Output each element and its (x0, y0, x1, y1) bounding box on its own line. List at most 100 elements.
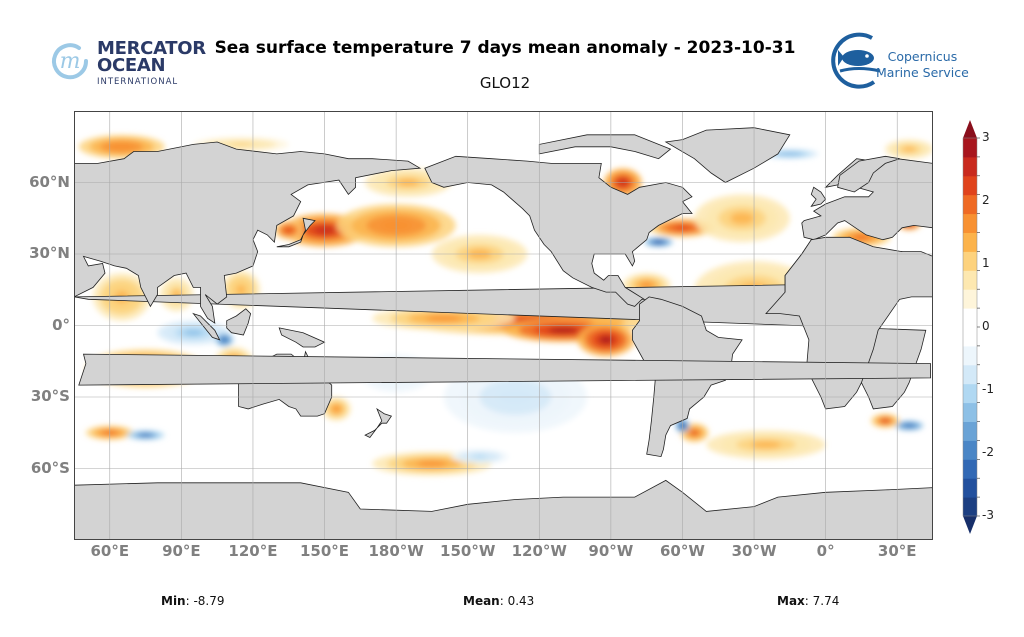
colorbar-segment (963, 175, 977, 196)
anomaly-patch-indian-east-cool (184, 329, 203, 336)
logo-text-ocean: OCEAN (97, 55, 166, 76)
stat-max-value: : 7.74 (804, 594, 840, 608)
mercator-ocean-logo: m MERCATOR OCEAN INTERNATIONAL (48, 38, 206, 87)
colorbar-tick-label: -2 (982, 445, 994, 459)
colorbar-segment (963, 459, 977, 479)
stat-mean: Mean: 0.43 (463, 594, 534, 608)
logo-text-marine-service: Marine Service (876, 65, 969, 80)
land-nz (364, 407, 393, 439)
chart-subtitle: GLO12 (479, 74, 531, 92)
lat-tick-label: 60°S (30, 458, 70, 477)
lon-tick-label: 180°W (368, 542, 424, 560)
colorbar-segment (963, 138, 977, 158)
anomaly-patch-agulhas-warm (881, 419, 889, 423)
lon-tick-label: 150°E (300, 542, 350, 560)
anomaly-patch-acc-cool-1 (140, 433, 151, 437)
graticule (74, 111, 933, 540)
colorbar-segment (963, 270, 977, 290)
map-frame (74, 111, 933, 540)
copernicus-logo (830, 30, 990, 90)
anomaly-patch-mediterranean (854, 234, 869, 240)
lon-tick-label: 60°W (659, 542, 705, 560)
land-scandinavia (837, 155, 900, 193)
chart-title: Sea surface temperature 7 days mean anom… (214, 38, 796, 58)
lon-tick-label: 0° (816, 542, 835, 560)
lat-tick-label: 30°S (30, 387, 70, 405)
anomaly-patch-sea-of-japan (285, 227, 293, 233)
lon-tick-label: 30°E (877, 542, 917, 560)
lon-tick-label: 150°W (440, 542, 496, 560)
land-uk (810, 186, 827, 207)
land-madagascar (78, 353, 931, 386)
colorbar-segment (963, 440, 977, 460)
logo-text-mercator: MERCATOR (97, 38, 206, 59)
lon-tick-label: 120°W (511, 542, 567, 560)
colorbar-segment (963, 421, 977, 441)
colorbar-segment (963, 383, 977, 404)
lat-tick-label: 60°N (29, 172, 70, 191)
stat-mean-value: : 0.43 (499, 594, 535, 608)
svg-text:m: m (60, 49, 81, 74)
colorbar-segment (963, 364, 977, 385)
land-borneo (226, 308, 252, 336)
anomaly-patch-tasman (332, 405, 341, 412)
anomaly-patch-norwegian-sea-cool (782, 152, 797, 156)
colorbar-extend-high (963, 120, 977, 138)
stat-min: Min: -8.79 (161, 594, 225, 608)
stat-max-label: Max (777, 594, 805, 608)
anomaly-patch-nino-east (598, 335, 614, 344)
land-masses (74, 127, 933, 540)
anomaly-patch-south-atlantic (751, 441, 781, 449)
stat-mean-label: Mean (463, 594, 500, 608)
colorbar-tick-label: 0 (982, 319, 990, 333)
colorbar-segment (963, 289, 977, 309)
lon-tick-label: 120°E (228, 542, 278, 560)
colorbar-segment (963, 213, 977, 233)
fish-icon (831, 32, 881, 89)
colorbar-segment (963, 402, 977, 422)
mercator-m-icon: m (52, 43, 89, 80)
anomaly-patch-agulhas-cool (905, 424, 913, 427)
land-kamchatka-japan (276, 217, 316, 248)
colorbar-extend-low (963, 516, 977, 534)
colorbar-segment (963, 478, 977, 498)
anomaly-patch-laptev (229, 142, 253, 147)
stat-max: Max: 7.74 (777, 594, 839, 608)
lat-tick-label: 30°N (29, 244, 70, 262)
copernicus-text: Copernicus Marine Service (876, 49, 969, 81)
colorbar-tick-label: 3 (982, 130, 990, 144)
anomaly-patch-south-pacific-warm (417, 460, 447, 467)
colorbar-segment (963, 251, 977, 271)
anomaly-patch-java-cool (221, 338, 227, 342)
colorbar-tick-label: -1 (982, 382, 994, 396)
colorbar-segment (963, 497, 977, 517)
colorbar-tick-label: -3 (982, 508, 994, 522)
logo-text-international: INTERNATIONAL (97, 77, 179, 87)
anomaly-patch-caribbean (640, 282, 653, 288)
logo-text-copernicus: Copernicus (887, 49, 958, 64)
lon-tick-label: 90°E (162, 542, 201, 560)
colorbar-segment (963, 156, 977, 177)
lon-tick-label: 90°W (588, 542, 634, 560)
land-canadian-arctic (538, 134, 672, 160)
anomaly-patch-south-china-sea (236, 284, 246, 295)
colorbar-segment (963, 327, 977, 347)
anomaly-patch-gulf-stream-cool (655, 240, 663, 244)
anomaly-patch-acc-warm-2 (690, 430, 698, 436)
colorbar-segment (963, 345, 977, 366)
lon-tick-label: 60°E (90, 542, 130, 560)
anomaly-patch-central-pacific (425, 315, 462, 322)
colorbar-segment (963, 308, 977, 328)
anomaly-patch-north-atlantic (730, 212, 755, 225)
anomaly-patch-kara-sea (110, 143, 133, 150)
anomaly-patch-se-pacific-cool (472, 454, 487, 459)
colorbar-segment (963, 232, 977, 252)
stat-min-label: Min (161, 594, 186, 608)
colorbar-segment (963, 194, 977, 215)
anomaly-patch-barents (903, 146, 916, 152)
colorbar-tick-label: 1 (982, 256, 990, 270)
stat-min-value: : -8.79 (185, 594, 225, 608)
lat-tick-label: 0° (52, 315, 70, 334)
anomaly-patch-nino-core (548, 327, 579, 334)
sst-anomaly-map (74, 111, 933, 540)
